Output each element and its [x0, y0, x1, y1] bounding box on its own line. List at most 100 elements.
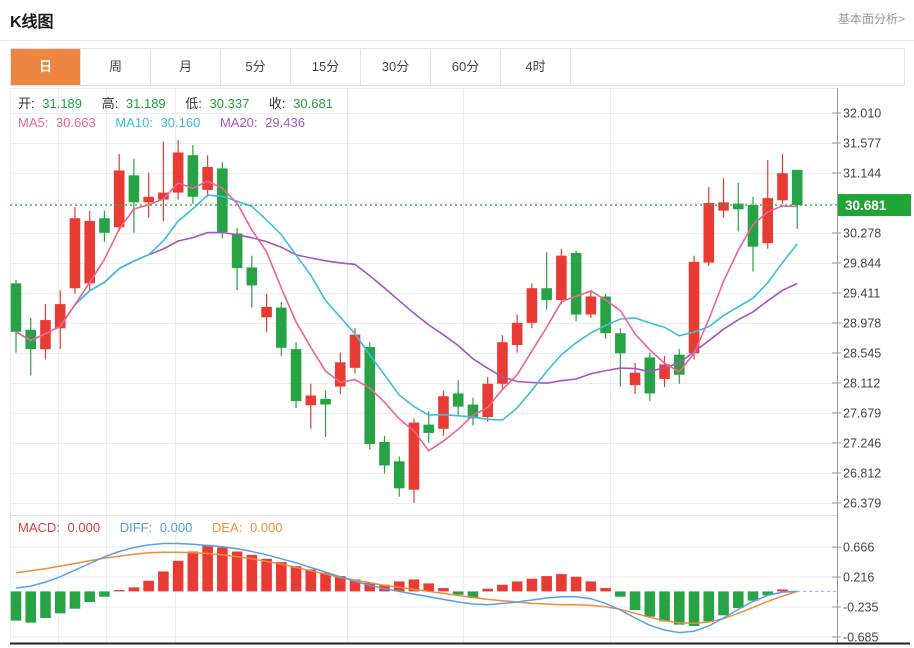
macd-bar	[84, 591, 95, 603]
candle-body	[69, 218, 81, 289]
candle-body	[703, 203, 715, 263]
candle-body	[349, 334, 361, 368]
candle-body	[172, 152, 184, 193]
macd-bar	[10, 591, 22, 621]
macd-bar	[246, 554, 258, 592]
candle-body	[217, 168, 228, 233]
candle-body	[556, 255, 567, 300]
widget-header: K线图 基本面分析>	[0, 0, 914, 41]
ma20-label: MA20:	[219, 115, 258, 130]
macd-bar	[659, 591, 670, 622]
candle-body	[305, 395, 317, 406]
macd-label: MACD:	[18, 520, 60, 535]
candle-body	[791, 169, 803, 206]
current-price-badge-value: 30.681	[845, 198, 887, 213]
dea-line	[15, 551, 798, 625]
candle-body	[261, 306, 272, 318]
macd-bar	[615, 591, 626, 597]
tab-4hour[interactable]: 4时	[501, 49, 571, 85]
candle-body	[320, 399, 331, 405]
high-label: 高:	[101, 96, 119, 111]
candle-body	[408, 422, 420, 490]
candle-body	[600, 296, 611, 334]
low-label: 低:	[185, 96, 202, 111]
macd-bar	[777, 589, 788, 592]
macd-bar	[408, 579, 420, 592]
main-price-panel	[10, 140, 837, 503]
macd-bar	[732, 591, 744, 609]
candle-body	[777, 173, 788, 201]
macd-bar	[349, 579, 361, 592]
macd-bar	[674, 591, 685, 625]
diff-value: 0.000	[159, 520, 193, 535]
candle-body	[379, 441, 390, 466]
macd-bar	[585, 581, 597, 592]
y-axis-label: 31.577	[843, 136, 881, 150]
macd-bar	[364, 582, 376, 592]
tab-15min[interactable]: 15分	[291, 49, 361, 85]
candle-body	[99, 218, 110, 233]
fundamental-analysis-link[interactable]: 基本面分析>	[837, 12, 905, 26]
candle-body	[452, 393, 464, 407]
tab-week[interactable]: 周	[81, 49, 151, 85]
dea-label: DEA:	[211, 520, 243, 535]
macd-bar	[482, 588, 493, 592]
macd-bar	[113, 590, 125, 592]
ohlc-legend: 开: 31.189 高: 31.189 低: 30.337 收: 30.681	[18, 93, 337, 112]
y-axis-label: 26.379	[843, 496, 881, 510]
macd-bar	[202, 544, 213, 592]
low-value: 30.337	[209, 96, 250, 111]
ma5-label: MA5:	[18, 115, 49, 130]
candle-body	[511, 322, 523, 345]
diff-line	[15, 542, 798, 634]
macd-axis-label: 0.216	[843, 571, 874, 585]
candle-body	[364, 347, 376, 445]
candle-body	[290, 349, 302, 402]
candle-body	[25, 329, 37, 350]
candle-body	[497, 342, 508, 384]
y-axis-label: 28.545	[843, 346, 881, 360]
macd-bar	[718, 591, 729, 616]
candle-body	[113, 170, 125, 228]
macd-bar	[334, 576, 346, 592]
tab-month[interactable]: 月	[151, 49, 221, 85]
tab-day[interactable]: 日	[11, 49, 81, 85]
candle-body	[231, 233, 243, 269]
macd-bar	[25, 591, 37, 623]
y-axis-label: 31.144	[843, 166, 881, 180]
tab-5min[interactable]: 5分	[221, 49, 291, 85]
macd-axis-label: 0.666	[843, 541, 874, 555]
macd-bar	[305, 569, 317, 592]
candle-body	[659, 364, 670, 379]
y-axis-label: 28.112	[843, 376, 880, 390]
macd-bar	[570, 576, 582, 592]
candle-body	[629, 372, 641, 386]
macd-bar	[467, 591, 479, 599]
candle-body	[526, 288, 538, 323]
candle-body	[585, 296, 597, 315]
y-axis-label: 29.844	[843, 256, 881, 270]
y-axis-label: 29.411	[843, 286, 880, 300]
candle-body	[10, 283, 22, 332]
ma10-label: MA10:	[115, 115, 153, 130]
tab-60min[interactable]: 60分	[431, 49, 501, 85]
y-axis-label: 30.278	[843, 226, 881, 240]
candle-body	[674, 354, 685, 375]
macd-bar	[393, 581, 405, 592]
macd-bar	[276, 562, 287, 592]
candle-body	[276, 307, 287, 348]
tab-30min[interactable]: 30分	[361, 49, 431, 85]
y-axis-label: 28.978	[843, 316, 881, 330]
macd-bar	[644, 591, 656, 617]
macd-bar	[556, 574, 567, 592]
candle-body	[467, 404, 479, 419]
macd-bar	[629, 591, 641, 611]
diff-label: DIFF:	[119, 520, 153, 535]
macd-bar	[497, 584, 508, 592]
macd-bar	[172, 560, 184, 592]
macd-bar	[217, 547, 228, 592]
y-axis-label: 32.010	[843, 107, 881, 121]
macd-panel	[10, 542, 837, 634]
macd-bar	[423, 583, 435, 592]
